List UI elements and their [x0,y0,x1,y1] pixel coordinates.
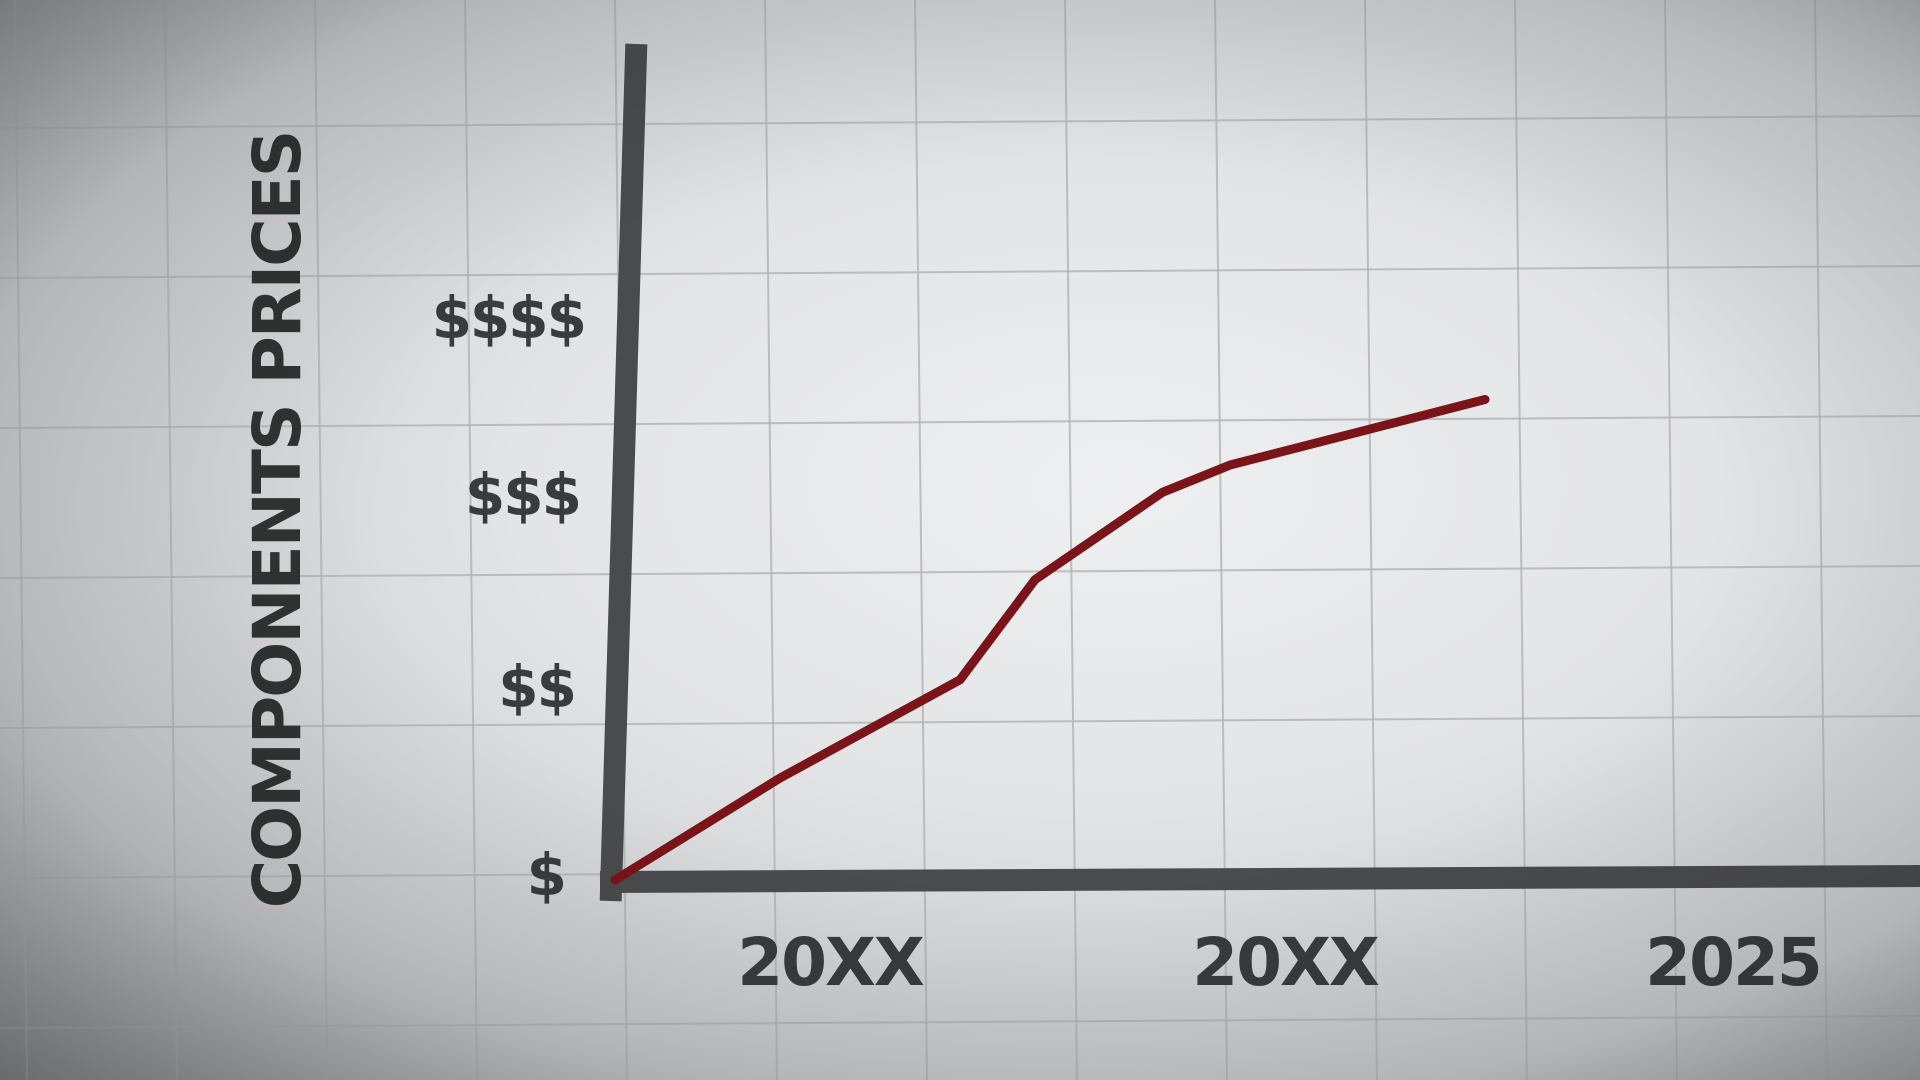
grid-line-horizontal [0,415,1920,429]
grid-line-vertical [1064,0,1078,1080]
axes [599,43,1920,902]
grid-line-horizontal [0,565,1920,579]
grid-line-vertical [1514,0,1528,1080]
grid-line-vertical [464,0,478,1080]
grid-line-horizontal [0,115,1920,129]
grid-line-horizontal [0,715,1920,729]
x-tick-label: 2025 [1645,924,1821,1001]
y-tick-label: $$$ [465,461,580,529]
y-axis-line [599,43,648,902]
x-axis-line [599,865,1920,893]
grid-line-vertical [14,0,28,1080]
y-axis-title: COMPONENTS PRICES [239,132,316,909]
grid-line-vertical [1664,0,1678,1080]
grid-line-vertical [314,0,328,1080]
grid-line-horizontal [0,265,1920,279]
grid-line-horizontal [0,1015,1920,1029]
x-tick-labels: 20XX 20XX 2025 [737,924,1823,1001]
y-tick-label: $$$$ [432,284,585,352]
series-line [610,395,1490,885]
y-tick-labels: $$$$$$$$$$ [432,284,587,909]
grid-line-vertical [1364,0,1378,1080]
y-tick-label: $$ [498,653,575,721]
grid-line-vertical [1214,0,1228,1080]
grid-line-vertical [164,0,178,1080]
grid-line-vertical [1814,0,1828,1080]
x-tick-label: 20XX [737,924,924,1001]
y-tick-label: $ [527,841,565,909]
x-tick-label: 20XX [1192,924,1379,1001]
series-layer [610,395,1490,885]
grid-line-vertical [914,0,928,1080]
grid-line-vertical [764,0,778,1080]
